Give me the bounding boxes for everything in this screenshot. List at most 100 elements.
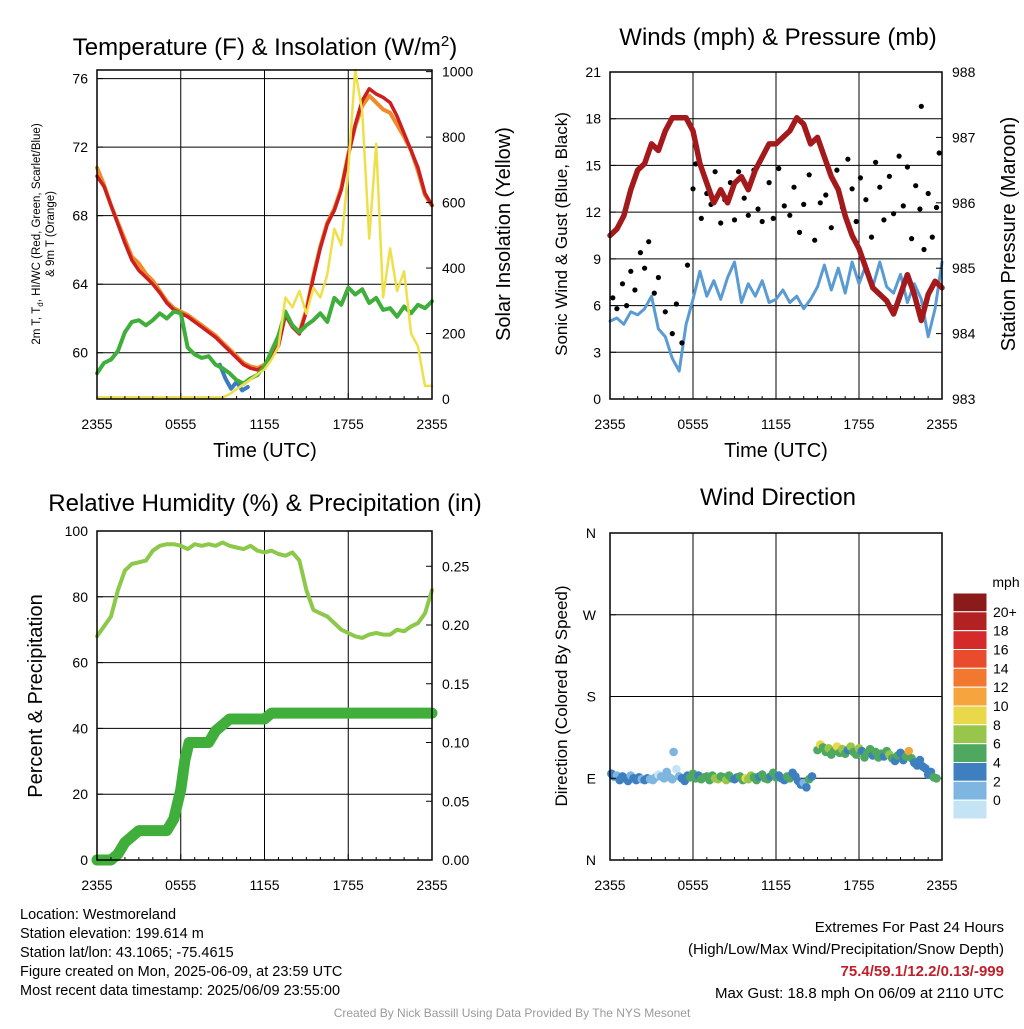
wind-direction-point [672,764,681,774]
colorbar-swatch [952,705,988,726]
station-pressure-axis-label: Station Pressure (Maroon) [998,117,1020,352]
wind-gust-point [823,192,829,198]
credit-line: Created By Nick Bassill Using Data Provi… [333,1006,691,1020]
temperature-grid [97,70,432,399]
humidity-y-tick-label: 0 [80,852,88,868]
pressure-right-tick-label: 988 [952,64,976,80]
wind-direction-x-tick-label: 2355 [594,877,625,893]
wind-direction-point [904,746,914,756]
pressure-right-tick-label: 984 [952,326,976,342]
colorbar-label: 4 [993,755,1001,771]
colorbar-label: 6 [993,736,1001,752]
temperature-series [95,68,434,399]
precipitation-right-tick-label: 0.15 [442,676,469,692]
colorbar-label: 20+ [993,604,1017,620]
colorbar-swatch [952,762,988,782]
wind-gust-point [736,169,742,175]
winds-y-tick-label: 15 [585,157,601,173]
wind-gust-point [917,206,923,212]
wind-gust-point [834,167,840,173]
extremes-summary: Extremes For Past 24 Hours (High/Low/Max… [688,917,1004,1005]
temperature-panel: Temperature (F) & Insolation (W/m2) 2355… [31,33,515,462]
wind-gust-point [929,234,935,240]
winds-ticks: 2355 0555 1155 1755 2355 0 3 6 9 12 15 18 21 983 984 98… [585,64,975,432]
wind-gust-point [770,215,776,221]
wind-gust-point [796,229,803,235]
wind-gust-point [731,217,738,223]
pressure-right-tick-label: 986 [952,195,976,211]
winds-y-tick-label: 12 [585,204,601,220]
insolation-right-tick-label: 0 [442,391,450,407]
wind-gust-point [787,212,793,218]
wind-direction-point [807,772,817,781]
wind-gust-point [921,246,927,253]
solar-insolation-axis-label: Solar Insolation (Yellow) [493,127,515,341]
extremes-title: Extremes For Past 24 Hours [814,919,1004,936]
wind-gust-point [925,190,931,197]
colorbar-swatch [952,649,988,669]
winds-x-tick-label: 2355 [594,416,625,432]
temperature-x-tick-label: 1755 [333,416,364,432]
humidity-x-tick-label: 0555 [165,877,196,893]
wind-gust-point [655,274,662,281]
wind-gust-point [857,175,864,181]
temperature-y-tick-label: 76 [72,71,88,87]
wind-gust-point [791,184,797,190]
wind-gust-point [741,195,747,201]
station-elevation: Station elevation: 199.614 m [20,926,204,942]
colorbar-label: 12 [993,679,1009,695]
wind-direction-point [802,783,811,792]
precipitation-right-tick-label: 0.20 [442,617,469,633]
windchill-blue-line [217,362,250,393]
wind-gust-point [718,220,724,226]
relative-humidity-line [95,540,434,640]
wind-gust-point [900,203,906,209]
wind-direction-chart-title: Wind Direction [700,484,856,511]
wind-direction-x-tick-label: 1155 [761,877,791,893]
humidity-x-tick-label: 2355 [416,877,447,893]
wind-direction-x-tick-label: 1755 [843,877,874,893]
precipitation-line [91,707,438,866]
wind-direction-points [607,740,941,792]
humidity-x-tick-label: 1755 [333,877,364,893]
wind-gust-point [877,184,883,190]
colorbar-swatch [952,743,988,764]
winds-x-axis-label: Time (UTC) [724,440,828,462]
wind-direction-x-tick-label: 0555 [677,877,708,893]
wind-gust-point [690,186,696,192]
winds-y-tick-label: 9 [593,251,601,267]
winds-y-tick-label: 18 [585,111,601,127]
extremes-values: 75.4/59.1/12.2/0.13/-999 [840,963,1004,980]
wind-gust-point [610,295,616,301]
colorbar-swatch [952,592,988,613]
station-latlon: Station lat/lon: 43.1065; -75.4615 [20,945,234,961]
winds-series [607,103,945,373]
winds-y-tick-label: 3 [593,344,601,360]
winds-x-tick-label: 2355 [926,416,957,432]
temperature-x-tick-label: 2355 [81,416,112,432]
max-gust-summary: Max Gust: 18.8 mph On 06/09 at 2110 UTC [714,985,1004,1002]
wind-gust-point [918,103,924,109]
insolation-right-tick-label: 400 [442,260,466,276]
wind-gust-point [863,197,869,203]
wind-gust-point [766,180,772,186]
temperature-y-axis-label-line1: 2m T, Td, HI/WC (Red, Green, Scarlet/Blu… [31,123,45,344]
temperature-x-axis-label: Time (UTC) [213,440,317,462]
wind-direction-y-tick-label: E [587,770,596,786]
wind-gust-point [904,164,911,170]
humidity-panel: Relative Humidity (%) & Precipitation (i… [25,490,482,893]
humidity-x-tick-label: 2355 [81,877,112,893]
temperature-y-tick-label: 68 [72,208,88,224]
wind-gust-point [619,281,626,287]
wind-gust-point [776,165,782,172]
colorbar-label: 8 [993,717,1001,733]
wind-gust-point [698,215,704,221]
figure-created: Figure created on Mon, 2025-06-09, at 23… [20,964,343,980]
colorbar-swatch [952,799,988,820]
speed-colorbar: 20+ 18 16 14 12 10 8 6 4 2 0 [952,592,1017,820]
humidity-chart-title: Relative Humidity (%) & Precipitation (i… [48,490,481,517]
wind-gust-point [642,265,648,271]
wind-gust-point [891,211,897,217]
wind-direction-point [668,774,677,784]
temperature-x-tick-label: 0555 [165,416,196,432]
